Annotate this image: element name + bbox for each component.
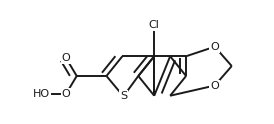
Text: S: S [120, 91, 127, 101]
Text: O: O [210, 80, 219, 91]
Text: O: O [210, 42, 219, 52]
Text: HO: HO [33, 89, 50, 99]
Text: Cl: Cl [149, 20, 160, 30]
Text: O: O [62, 53, 70, 63]
Text: O: O [62, 89, 70, 99]
